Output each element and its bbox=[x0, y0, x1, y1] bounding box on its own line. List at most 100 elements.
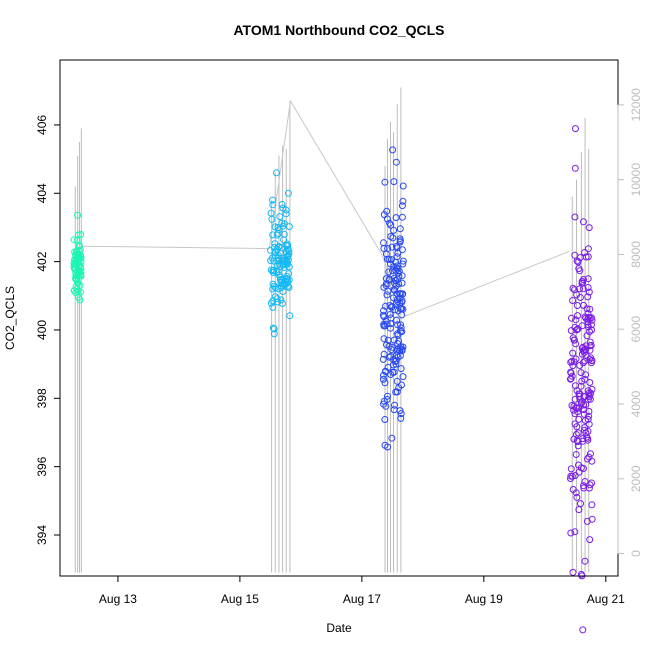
data-point-series-2 bbox=[278, 277, 286, 285]
data-point-series-4 bbox=[572, 451, 580, 458]
data-point-series-3 bbox=[380, 239, 387, 247]
data-point-series-4 bbox=[580, 465, 587, 472]
data-point-series-4 bbox=[588, 321, 595, 329]
data-point-series-3 bbox=[398, 297, 406, 305]
y-tick-label: 400 bbox=[35, 320, 49, 340]
data-point-series-4 bbox=[581, 357, 589, 365]
data-point-series-3 bbox=[390, 406, 398, 414]
data-point-series-2 bbox=[274, 257, 282, 264]
y-tick-label: 402 bbox=[35, 251, 49, 271]
data-point-series-4 bbox=[580, 276, 587, 283]
data-point-series-2 bbox=[273, 295, 281, 303]
data-point-series-2 bbox=[278, 244, 285, 252]
data-point-series-4 bbox=[585, 288, 593, 296]
data-point-series-4 bbox=[586, 481, 594, 489]
data-point-series-3 bbox=[390, 274, 398, 282]
data-point-series-4 bbox=[575, 415, 583, 423]
data-point-series-2 bbox=[276, 273, 284, 281]
data-point-series-1 bbox=[74, 279, 82, 287]
data-point-series-4 bbox=[584, 434, 592, 442]
data-point-series-4 bbox=[580, 218, 587, 226]
data-point-series-4 bbox=[587, 354, 595, 362]
data-point-series-4 bbox=[587, 450, 594, 458]
data-point-series-3 bbox=[387, 221, 395, 229]
data-point-series-2 bbox=[280, 264, 288, 271]
data-point-series-4 bbox=[576, 267, 584, 275]
data-point-series-3 bbox=[384, 392, 391, 400]
data-point-series-3 bbox=[387, 320, 395, 328]
data-point-series-3 bbox=[388, 303, 395, 311]
data-point-series-3 bbox=[388, 243, 396, 251]
data-point-series-1 bbox=[70, 236, 78, 244]
data-point-series-4 bbox=[571, 164, 579, 172]
data-point-series-4 bbox=[585, 313, 593, 321]
data-point-series-3 bbox=[384, 336, 392, 344]
data-point-series-1 bbox=[72, 289, 80, 297]
data-point-series-4 bbox=[586, 346, 594, 354]
data-point-series-3 bbox=[385, 255, 393, 263]
data-point-series-4 bbox=[576, 285, 583, 293]
data-point-series-3 bbox=[382, 250, 390, 258]
data-point-series-1 bbox=[77, 264, 85, 272]
data-point-series-4 bbox=[581, 478, 589, 485]
data-point-series-4 bbox=[577, 382, 585, 390]
data-point-series-4 bbox=[588, 501, 596, 509]
y-tick-label: 398 bbox=[35, 388, 49, 408]
data-point-series-2 bbox=[273, 231, 281, 239]
data-point-series-3 bbox=[388, 434, 396, 442]
data-point-series-4 bbox=[569, 568, 577, 576]
data-point-series-3 bbox=[399, 257, 407, 265]
data-point-series-2 bbox=[279, 222, 287, 230]
data-point-series-3 bbox=[394, 321, 402, 329]
data-point-series-4 bbox=[569, 349, 577, 357]
data-point-series-4 bbox=[577, 570, 585, 578]
data-point-series-3 bbox=[397, 414, 405, 422]
data-point-series-3 bbox=[380, 371, 387, 379]
data-point-series-4 bbox=[584, 293, 592, 301]
y-tick-label: 396 bbox=[35, 456, 49, 476]
data-point-series-3 bbox=[392, 388, 400, 396]
data-point-series-3 bbox=[380, 335, 388, 343]
data-point-series-3 bbox=[396, 225, 404, 233]
data-point-series-4 bbox=[567, 368, 575, 376]
plot-frame bbox=[59, 59, 619, 577]
y2-axis-altitude: 0 2000 4000 6000 8000 10000 12000 bbox=[617, 88, 643, 557]
data-point-series-3 bbox=[390, 226, 398, 234]
data-point-series-4 bbox=[574, 258, 582, 266]
data-point-series-3 bbox=[398, 305, 406, 313]
data-point-series-4 bbox=[584, 275, 592, 283]
data-point-series-2 bbox=[276, 276, 284, 283]
y-tick-label: 404 bbox=[35, 183, 49, 203]
data-point-series-3 bbox=[393, 244, 401, 252]
x-tick-label: Aug 19 bbox=[465, 592, 503, 606]
data-point-series-4 bbox=[586, 379, 594, 386]
data-point-series-3 bbox=[399, 197, 407, 205]
data-point-series-3 bbox=[394, 269, 402, 277]
data-point-series-2 bbox=[286, 312, 294, 320]
data-point-series-4 bbox=[570, 435, 578, 443]
data-point-series-3 bbox=[396, 235, 404, 243]
data-point-series-2 bbox=[271, 248, 279, 256]
data-point-series-3 bbox=[396, 407, 404, 415]
data-point-series-2 bbox=[283, 253, 291, 261]
data-point-series-4 bbox=[569, 297, 577, 304]
data-point-series-3 bbox=[383, 215, 391, 223]
data-point-series-2 bbox=[269, 303, 277, 311]
data-point-series-2 bbox=[266, 246, 274, 254]
data-point-series-3 bbox=[380, 400, 388, 408]
data-point-series-2 bbox=[283, 240, 291, 248]
data-point-series-3 bbox=[382, 402, 390, 410]
data-point-series-4 bbox=[586, 305, 594, 313]
data-point-series-4 bbox=[582, 253, 590, 261]
data-point-series-1 bbox=[77, 272, 84, 280]
data-point-series-2 bbox=[277, 279, 285, 286]
data-point-series-1 bbox=[77, 230, 85, 238]
data-point-series-4 bbox=[580, 484, 588, 492]
data-point-series-3 bbox=[379, 355, 387, 363]
data-point-series-3 bbox=[386, 302, 394, 309]
data-point-series-3 bbox=[382, 367, 389, 375]
data-point-series-4 bbox=[587, 389, 595, 397]
data-point-series-3 bbox=[398, 381, 405, 389]
data-point-series-2 bbox=[267, 209, 275, 217]
data-point-series-2 bbox=[282, 256, 290, 264]
